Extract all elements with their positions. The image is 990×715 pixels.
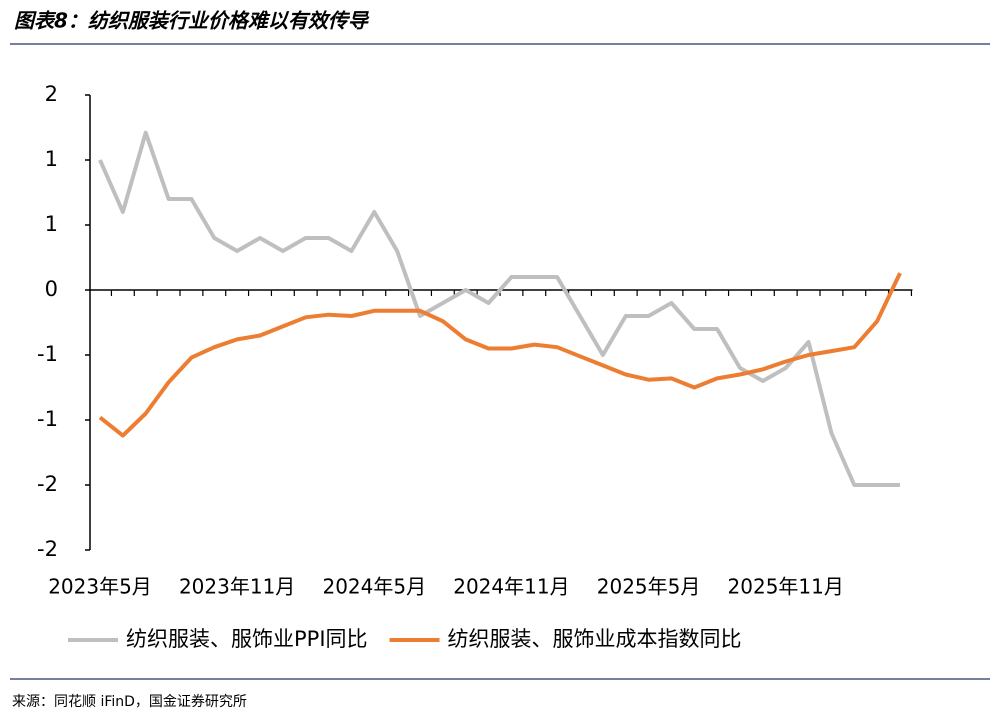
x-tick-label: 2025年5月: [597, 575, 701, 599]
y-tick-label: -1: [37, 407, 58, 431]
x-tick-label: 2025年11月: [728, 575, 844, 599]
series-line: [98, 130, 900, 487]
y-tick-label: 2: [45, 82, 58, 106]
y-tick-label: -1: [37, 342, 58, 366]
y-tick-label: 0: [45, 277, 58, 301]
legend-label: 纺织服装、服饰业成本指数同比: [448, 627, 742, 651]
x-tick-label: 2024年11月: [453, 575, 569, 599]
legend-label: 纺织服装、服饰业PPI同比: [126, 627, 368, 651]
x-tick-label: 2023年5月: [48, 575, 152, 599]
y-tick-label: 1: [45, 147, 58, 171]
y-tick-label: -2: [37, 537, 58, 561]
source: 来源：同花顺 iFinD，国金证券研究所: [12, 694, 247, 710]
y-tick-label: 1: [45, 212, 58, 236]
x-tick-label: 2024年5月: [322, 575, 426, 599]
series-line: [98, 272, 902, 438]
x-tick-label: 2023年11月: [179, 575, 295, 599]
chart-title: 图表8：纺织服装行业价格难以有效传导: [14, 9, 370, 33]
y-tick-label: -2: [37, 472, 58, 496]
